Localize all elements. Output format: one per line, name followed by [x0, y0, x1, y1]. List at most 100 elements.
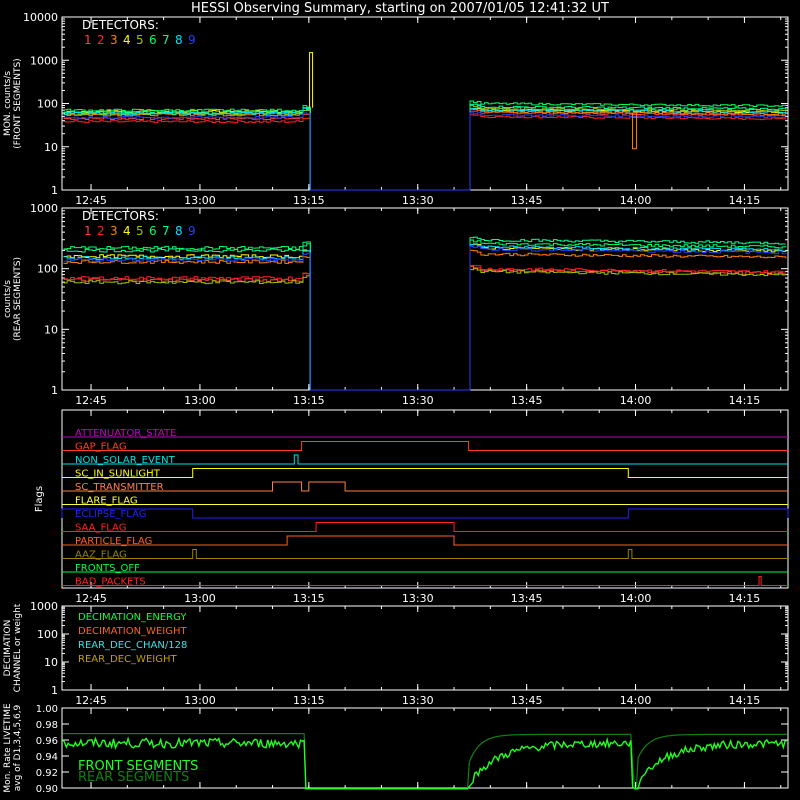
legend-entry-6: 6 — [149, 224, 157, 238]
flag-label-fronts_off: FRONTS_OFF — [75, 563, 140, 574]
y-tick-label: 1.00 — [36, 704, 58, 715]
series-det-8 — [63, 243, 787, 391]
legend-entry-3: 3 — [110, 224, 118, 238]
flag-label-gap_flag: GAP_FLAG — [75, 442, 127, 453]
y-tick-label: 1 — [51, 684, 58, 697]
x-tick-label: 13:15 — [293, 694, 325, 707]
x-tick-label: 13:30 — [402, 394, 434, 407]
flag-label-bad_packets: BAD_PACKETS — [75, 577, 146, 588]
x-tick-label: 14:15 — [729, 694, 761, 707]
y-tick-label: 1 — [51, 384, 58, 397]
legend-entry-rear_dec_weight: REAR_DEC_WEIGHT — [78, 654, 177, 665]
legend-entry-9: 9 — [188, 224, 196, 238]
flag-label-attenuator_state: ATTENUATOR_STATE — [75, 428, 176, 439]
legend-entry-6: 6 — [149, 33, 157, 47]
livetime-series-front-segments — [62, 736, 788, 790]
x-tick-label: 13:15 — [293, 592, 325, 605]
x-tick-label: 14:15 — [729, 592, 761, 605]
y-tick-label: 1000 — [30, 600, 58, 613]
legend-title: DETECTORS: — [82, 18, 159, 32]
x-tick-label: 13:45 — [511, 592, 543, 605]
legend-entry-7: 7 — [162, 33, 170, 47]
y-tick-label: 100 — [37, 263, 58, 276]
series-det-8 — [63, 106, 787, 191]
x-tick-label: 12:45 — [75, 394, 107, 407]
legend-entry-2: 2 — [97, 33, 105, 47]
x-tick-label: 14:15 — [729, 194, 761, 207]
panel-frame-3 — [61, 605, 789, 691]
y-axis-label: CHANNEL or weight — [13, 603, 23, 692]
x-tick-label: 13:30 — [402, 592, 434, 605]
y-tick-label: 0.90 — [36, 784, 58, 795]
spike-mark — [309, 52, 314, 108]
x-tick-label: 14:00 — [620, 592, 652, 605]
y-tick-label: 0.92 — [36, 768, 58, 779]
series-det-9 — [63, 112, 787, 191]
legend-entry-decimation_energy: DECIMATION_ENERGY — [78, 612, 187, 623]
flag-label-saa_flag: SAA_FLAG — [75, 523, 126, 534]
legend-entry-5: 5 — [136, 33, 144, 47]
legend-entry-7: 7 — [162, 224, 170, 238]
series-det-1 — [63, 265, 787, 391]
x-tick-label: 12:45 — [75, 194, 107, 207]
legend-entry-1: 1 — [84, 33, 92, 47]
panel-frame-2 — [61, 409, 789, 589]
flag-label-aaz_flag: AAZ_FLAG — [75, 550, 127, 561]
panel-frame-0 — [61, 16, 789, 191]
y-axis-label: avg of D1,3,4,5,6,9 — [13, 704, 23, 791]
legend-entry-rear_dec_chan/128: REAR_DEC_CHAN/128 — [78, 640, 187, 651]
y-tick-label: 0.98 — [36, 720, 58, 731]
flag-label-particle_flag: PARTICLE_FLAG — [75, 536, 152, 547]
series-det-4 — [63, 107, 787, 191]
x-tick-label: 13:00 — [184, 394, 216, 407]
flag-trace-bad_packets — [62, 576, 788, 586]
legend-entry-9: 9 — [188, 33, 196, 47]
y-tick-label: 100 — [37, 628, 58, 641]
flag-label-non_solar_event: NON_SOLAR_EVENT — [75, 455, 176, 466]
series-det-5 — [63, 267, 787, 391]
y-tick-label: 1000 — [30, 54, 58, 67]
dip-mark — [632, 113, 638, 150]
flag-trace-non_solar_event — [62, 454, 788, 465]
y-tick-label: 10 — [44, 141, 58, 154]
x-tick-label: 13:00 — [184, 194, 216, 207]
legend-entry-4: 4 — [123, 33, 131, 47]
x-tick-label: 13:45 — [511, 194, 543, 207]
y-axis-label: DECIMATION — [3, 620, 13, 677]
legend-entry-front-segments: FRONT SEGMENTS — [78, 759, 198, 774]
y-tick-label: 10 — [44, 323, 58, 336]
flag-label-flare_flag: FLARE_FLAG — [75, 496, 138, 507]
legend-title: DETECTORS: — [82, 209, 159, 223]
series-det-9 — [63, 246, 787, 391]
y-tick-label: 10000 — [23, 11, 58, 24]
x-tick-label: 13:30 — [402, 194, 434, 207]
flag-trace-eclipse_flag — [61, 508, 789, 519]
flag-trace-sc_transmitter — [62, 481, 788, 492]
x-tick-label: 14:00 — [620, 394, 652, 407]
y-axis-label: (FRONT SEGMENTS) — [13, 58, 23, 148]
x-tick-label: 14:00 — [620, 194, 652, 207]
legend-entry-rear-segments: REAR SEGMENTS — [78, 770, 189, 785]
flag-label-eclipse_flag: ECLIPSE_FLAG — [75, 509, 146, 520]
legend-entry-2: 2 — [97, 224, 105, 238]
x-tick-label: 12:45 — [75, 592, 107, 605]
series-det-7 — [63, 236, 786, 391]
legend-entry-8: 8 — [175, 33, 183, 47]
series-det-2 — [63, 114, 787, 191]
series-det-3 — [63, 108, 786, 191]
panel-frame-1 — [61, 207, 789, 391]
x-tick-label: 13:45 — [511, 694, 543, 707]
legend-entry-decimation_weight: DECIMATION_WEIGHT — [78, 626, 187, 637]
series-det-2 — [63, 264, 787, 391]
x-tick-label: 13:00 — [184, 694, 216, 707]
legend-entry-8: 8 — [175, 224, 183, 238]
x-tick-label: 14:15 — [729, 394, 761, 407]
flag-trace-saa_flag — [62, 522, 788, 532]
y-axis-label: Flags — [34, 486, 45, 512]
y-tick-label: 10 — [44, 656, 58, 669]
legend-entry-3: 3 — [110, 33, 118, 47]
y-tick-label: 0.96 — [36, 736, 58, 747]
y-tick-label: 0.94 — [36, 752, 58, 763]
